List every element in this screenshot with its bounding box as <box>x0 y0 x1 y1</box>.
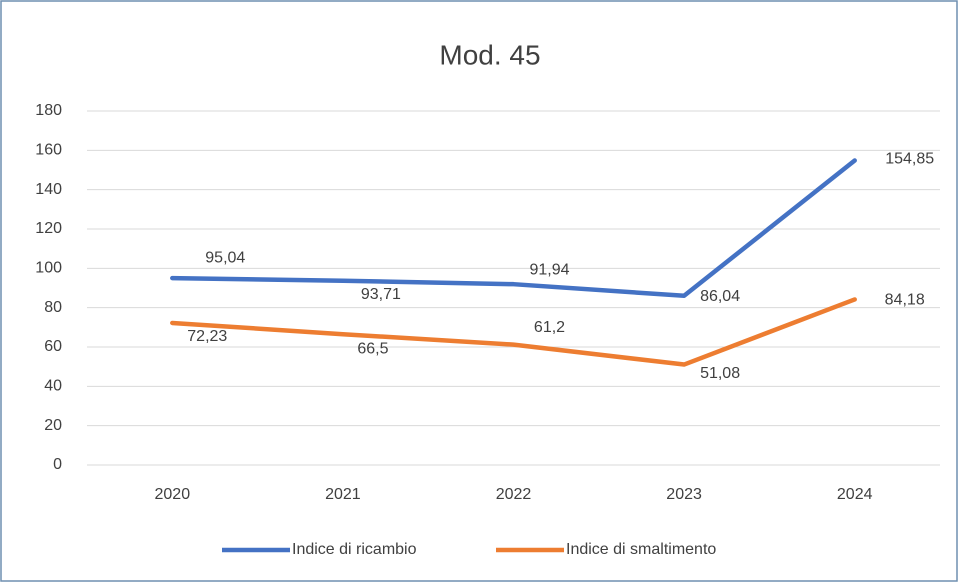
data-label: 95,04 <box>205 249 245 266</box>
data-label: 86,04 <box>700 288 740 305</box>
legend-label: Indice di ricambio <box>292 541 417 558</box>
y-tick-label: 120 <box>35 220 62 237</box>
line-series <box>170 158 857 299</box>
x-tick-label: 2022 <box>496 486 532 503</box>
y-tick-label: 20 <box>44 417 62 434</box>
data-label: 72,23 <box>187 328 227 345</box>
x-tick-label: 2020 <box>155 486 191 503</box>
chart-title: Mod. 45 <box>439 39 540 70</box>
data-label: 154,85 <box>885 151 934 168</box>
y-tick-label: 80 <box>44 299 62 316</box>
y-tick-label: 40 <box>44 378 62 395</box>
x-tick-label: 2023 <box>666 486 702 503</box>
x-tick-label: 2021 <box>325 486 361 503</box>
y-tick-label: 0 <box>53 456 62 473</box>
y-tick-label: 180 <box>35 102 62 119</box>
y-tick-label: 160 <box>35 142 62 159</box>
line-series <box>170 297 857 367</box>
y-tick-label: 100 <box>35 260 62 277</box>
data-label: 51,08 <box>700 365 740 382</box>
data-label: 84,18 <box>885 292 925 309</box>
y-tick-label: 140 <box>35 181 62 198</box>
data-label: 61,2 <box>534 319 565 336</box>
data-label: 66,5 <box>357 340 388 357</box>
legend-label: Indice di smaltimento <box>566 541 716 558</box>
x-tick-label: 2024 <box>837 486 873 503</box>
y-tick-label: 60 <box>44 338 62 355</box>
data-label: 93,71 <box>361 286 401 303</box>
data-label: 91,94 <box>529 261 569 278</box>
